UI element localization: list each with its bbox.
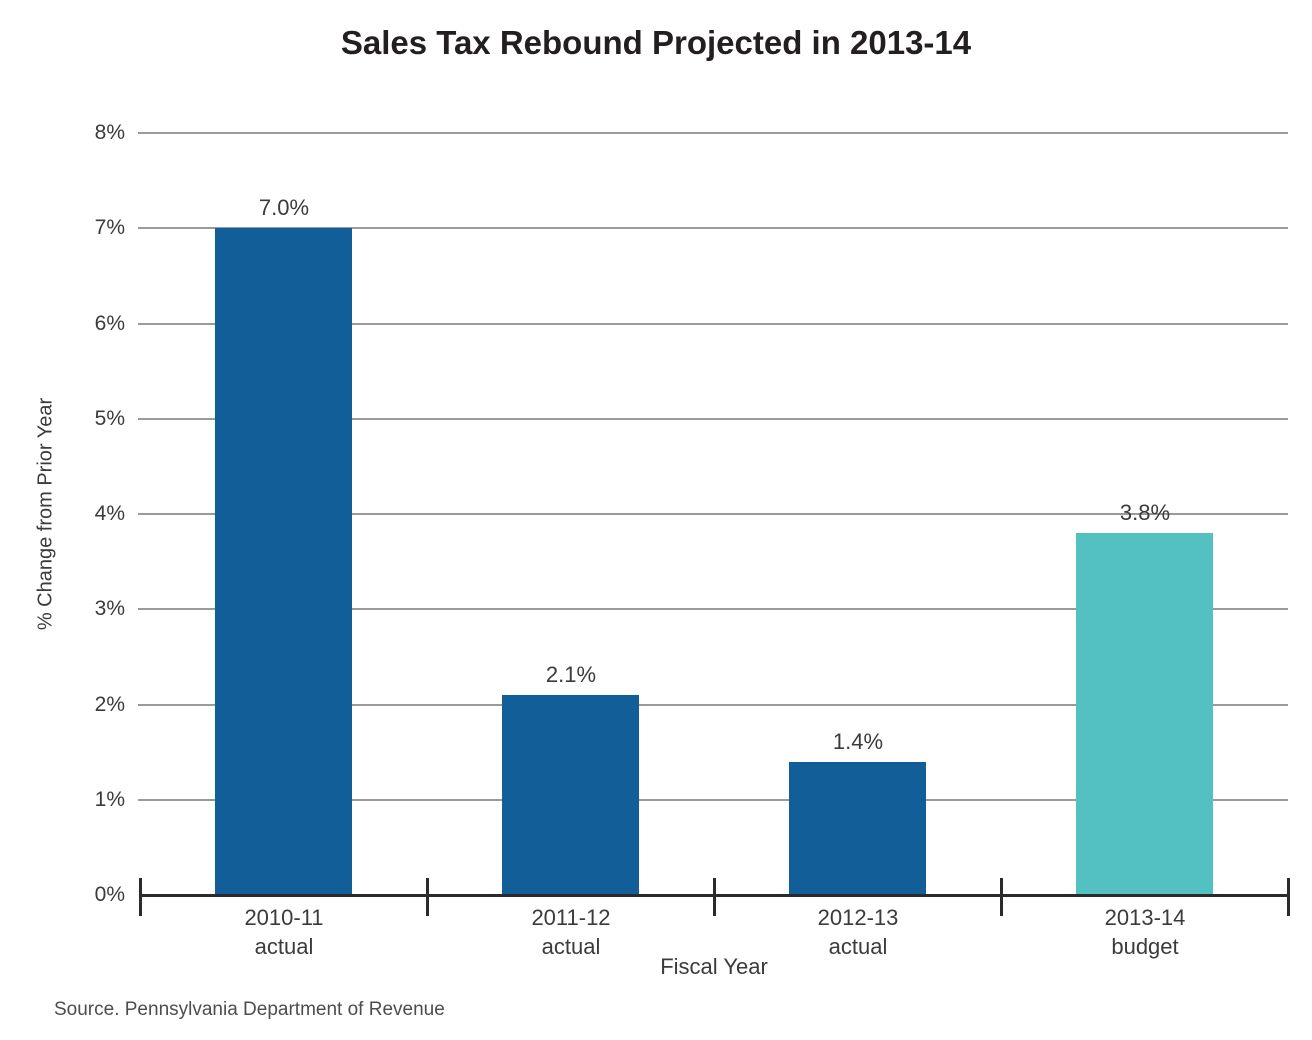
gridline-6% — [138, 323, 1288, 325]
gridline-8% — [138, 132, 1288, 134]
x-axis-tick — [1000, 878, 1003, 916]
y-tick-label-8%: 8% — [94, 121, 125, 144]
gridline-4% — [138, 513, 1288, 515]
x-axis-tick — [139, 878, 142, 916]
y-tick-label-5%: 5% — [94, 407, 125, 430]
x-category-label-2011-12: 2011-12 actual — [531, 905, 611, 959]
bar-2010-11-actual — [215, 228, 352, 895]
x-axis-tick — [1287, 878, 1290, 916]
x-category-label-2010-11: 2010-11 actual — [244, 905, 324, 959]
gridline-2% — [138, 704, 1288, 706]
y-tick-label-2%: 2% — [94, 693, 125, 716]
gridline-5% — [138, 418, 1288, 420]
y-tick-label-1%: 1% — [94, 788, 125, 811]
y-tick-label-0%: 0% — [94, 883, 125, 906]
y-tick-label-7%: 7% — [94, 216, 125, 239]
y-axis-title: % Change from Prior Year — [34, 397, 57, 631]
chart-title: Sales Tax Rebound Projected in 2013-14 — [340, 24, 972, 61]
bar-value-label-2010-11: 7.0% — [258, 195, 310, 220]
y-tick-label-4%: 4% — [94, 502, 125, 525]
bar-value-label-2013-14: 3.8% — [1119, 500, 1171, 525]
gridline-1% — [138, 799, 1288, 801]
x-category-label-2012-13: 2012-13 actual — [817, 905, 899, 959]
bar-value-label-2011-12: 2.1% — [545, 662, 597, 687]
y-tick-label-3%: 3% — [94, 597, 125, 620]
y-tick-label-6%: 6% — [94, 312, 125, 335]
x-axis-tick — [713, 878, 716, 916]
x-axis-tick — [426, 878, 429, 916]
bar-value-label-2012-13: 1.4% — [832, 729, 884, 754]
gridline-7% — [138, 227, 1288, 229]
bar-2011-12-actual — [502, 695, 639, 895]
bar-2013-14-budget — [1076, 533, 1213, 895]
bar-2012-13-actual — [789, 762, 926, 895]
gridline-3% — [138, 608, 1288, 610]
source-note: Source. Pennsylvania Department of Reven… — [54, 999, 445, 1020]
x-category-label-2013-14: 2013-14 budget — [1104, 905, 1186, 959]
x-axis-title: Fiscal Year — [660, 954, 768, 979]
